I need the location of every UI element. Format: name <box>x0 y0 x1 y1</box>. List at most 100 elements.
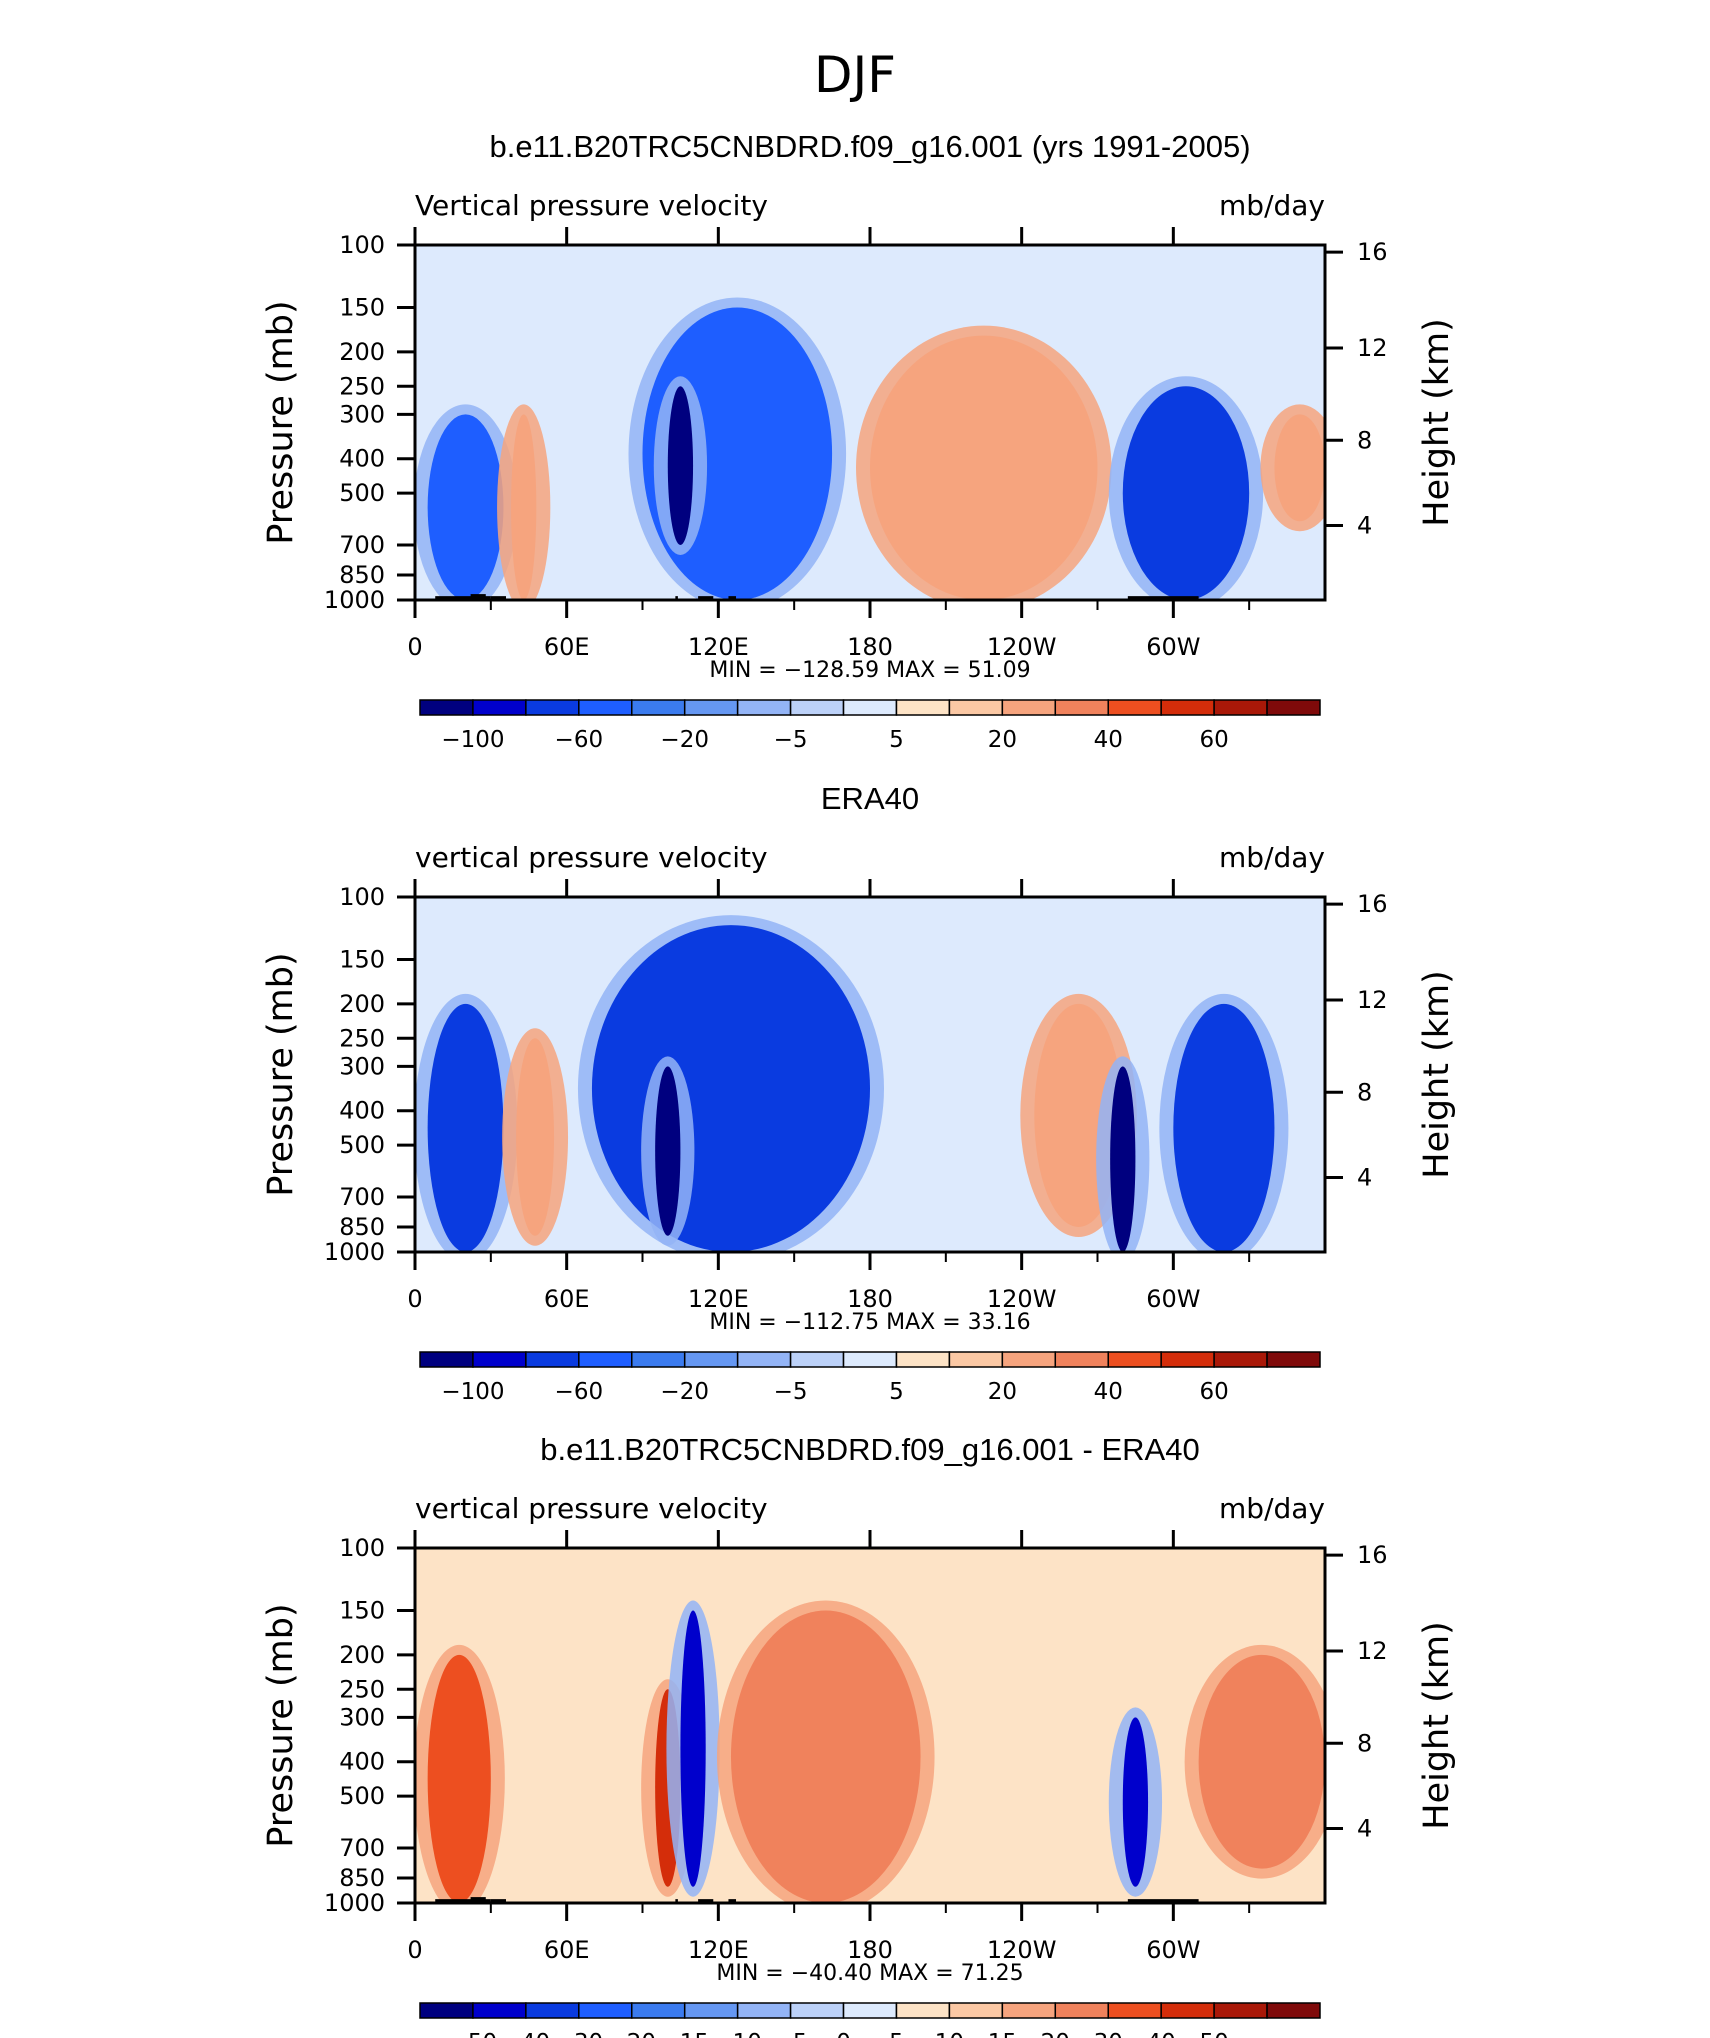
colorbar-box <box>683 2002 739 2019</box>
y-right-axis-title: Height (km) <box>1417 1621 1457 1830</box>
colorbar-box <box>1107 2002 1162 2019</box>
colorbar-box <box>578 699 633 716</box>
chart-panel-3: b.e11.B20TRC5CNBDRD.f09_g16.001 - ERA40 v… <box>261 1432 1457 2038</box>
y-tick-label: 100 <box>339 883 385 911</box>
contour-core <box>591 925 870 1252</box>
colorbar-box <box>1213 1351 1268 1368</box>
y-right-tick-label: 4 <box>1357 1163 1372 1191</box>
colorbar-box <box>1107 699 1162 716</box>
x-tick-label: 0 <box>407 633 422 661</box>
colorbar-label: 60 <box>1199 1379 1228 1405</box>
colorbar-label: −5 <box>774 727 808 753</box>
y-tick-label: 150 <box>339 294 385 322</box>
y-right-tick-label: 12 <box>1357 986 1388 1014</box>
colorbar-box <box>842 2002 898 2019</box>
panel-title: ERA40 <box>821 781 919 816</box>
y-tick-label: 400 <box>339 1748 385 1776</box>
colorbar-box <box>1160 2002 1215 2019</box>
y-tick-label: 700 <box>339 1834 385 1862</box>
colorbar-box <box>419 1351 474 1368</box>
y-axis-title: Pressure (mb) <box>261 300 301 544</box>
x-tick-label: 120E <box>688 633 749 661</box>
y-right-tick-label: 8 <box>1357 1729 1372 1757</box>
y-tick-label: 850 <box>339 1864 385 1892</box>
y-tick-label: 400 <box>339 1097 385 1125</box>
field-features <box>415 1600 1325 1903</box>
terrain-mask <box>1127 1899 1199 1903</box>
min-max-stats: MIN = −40.40 MAX = 71.25 <box>716 1961 1023 1986</box>
chart-panel-2: ERA40 vertical pressure velocity mb/day 0 60… <box>261 781 1457 1405</box>
x-tick-label: 180 <box>847 1285 893 1313</box>
colorbar-label: 50 <box>1199 2030 1228 2038</box>
y-right-tick-label: 16 <box>1357 238 1388 266</box>
colorbar-box <box>472 2002 527 2019</box>
colorbar-box <box>1054 699 1109 716</box>
x-tick-label: 60W <box>1146 1285 1200 1313</box>
terrain-mask <box>728 1899 737 1903</box>
panel-units: mb/day <box>1219 1492 1325 1525</box>
contour-core <box>680 1610 706 1887</box>
y-tick-label: 700 <box>339 531 385 559</box>
colorbar-box <box>842 1351 898 1368</box>
y-tick-label: 1000 <box>324 586 385 614</box>
contour-core <box>511 414 537 600</box>
colorbar-box <box>1001 1351 1057 1368</box>
terrain-mask <box>1127 596 1199 600</box>
panel-subtitle: vertical pressure velocity <box>415 841 768 874</box>
x-tick-label: 180 <box>847 633 893 661</box>
colorbar-box <box>789 699 845 716</box>
y-right-tick-label: 8 <box>1357 1078 1372 1106</box>
y-right-axis-title: Height (km) <box>1417 318 1457 527</box>
y-tick-label: 500 <box>339 1782 385 1810</box>
colorbar-box <box>948 1351 1004 1368</box>
colorbar-label: −100 <box>441 727 504 753</box>
y-tick-label: 400 <box>339 445 385 473</box>
panel-title: b.e11.B20TRC5CNBDRD.f09_g16.001 - ERA40 <box>540 1432 1199 1467</box>
colorbar-box <box>736 1351 792 1368</box>
terrain-mask <box>698 1899 714 1903</box>
colorbar: −50−40−30−20−15−10−505101520304050 <box>419 2002 1321 2038</box>
y-tick-label: 200 <box>339 338 385 366</box>
contour-core <box>655 1066 681 1236</box>
colorbar-box <box>683 1351 739 1368</box>
colorbar-box <box>1160 699 1215 716</box>
colorbar-box <box>1213 2002 1268 2019</box>
colorbar-label: −5 <box>774 1379 808 1405</box>
field-features <box>415 915 1289 1252</box>
terrain-mask <box>490 596 506 600</box>
contour-core <box>427 1003 504 1252</box>
panel-units: mb/day <box>1219 841 1325 874</box>
contour-core <box>427 1654 491 1903</box>
y-tick-label: 150 <box>339 946 385 974</box>
contour-core <box>667 386 694 546</box>
colorbar-box <box>789 2002 845 2019</box>
colorbar-box <box>1107 1351 1162 1368</box>
y-right-tick-label: 12 <box>1357 334 1388 362</box>
field-features <box>415 297 1325 600</box>
terrain-mask <box>435 596 491 600</box>
y-tick-label: 500 <box>339 479 385 507</box>
y-tick-label: 1000 <box>324 1238 385 1266</box>
panel-title: b.e11.B20TRC5CNBDRD.f09_g16.001 (yrs 199… <box>489 129 1250 164</box>
terrain-mask <box>435 1899 491 1903</box>
contour-core <box>1198 1654 1325 1869</box>
colorbar-label: −20 <box>660 727 709 753</box>
contour-core <box>516 1038 555 1236</box>
y-tick-label: 300 <box>339 1703 385 1731</box>
y-tick-label: 200 <box>339 1641 385 1669</box>
y-right-tick-label: 8 <box>1357 426 1372 454</box>
x-tick-label: 60W <box>1146 633 1200 661</box>
colorbar-box <box>1160 1351 1215 1368</box>
colorbar-box <box>683 699 739 716</box>
y-tick-label: 500 <box>339 1131 385 1159</box>
colorbar-box <box>895 2002 951 2019</box>
colorbar-box <box>1001 699 1057 716</box>
terrain-mask <box>490 1899 506 1903</box>
y-tick-label: 100 <box>339 231 385 259</box>
colorbar-box <box>842 699 898 716</box>
colorbar-label: 10 <box>935 2030 964 2038</box>
contour-core <box>870 335 1098 600</box>
x-tick-label: 60E <box>544 1285 590 1313</box>
colorbar-box <box>1001 2002 1057 2019</box>
